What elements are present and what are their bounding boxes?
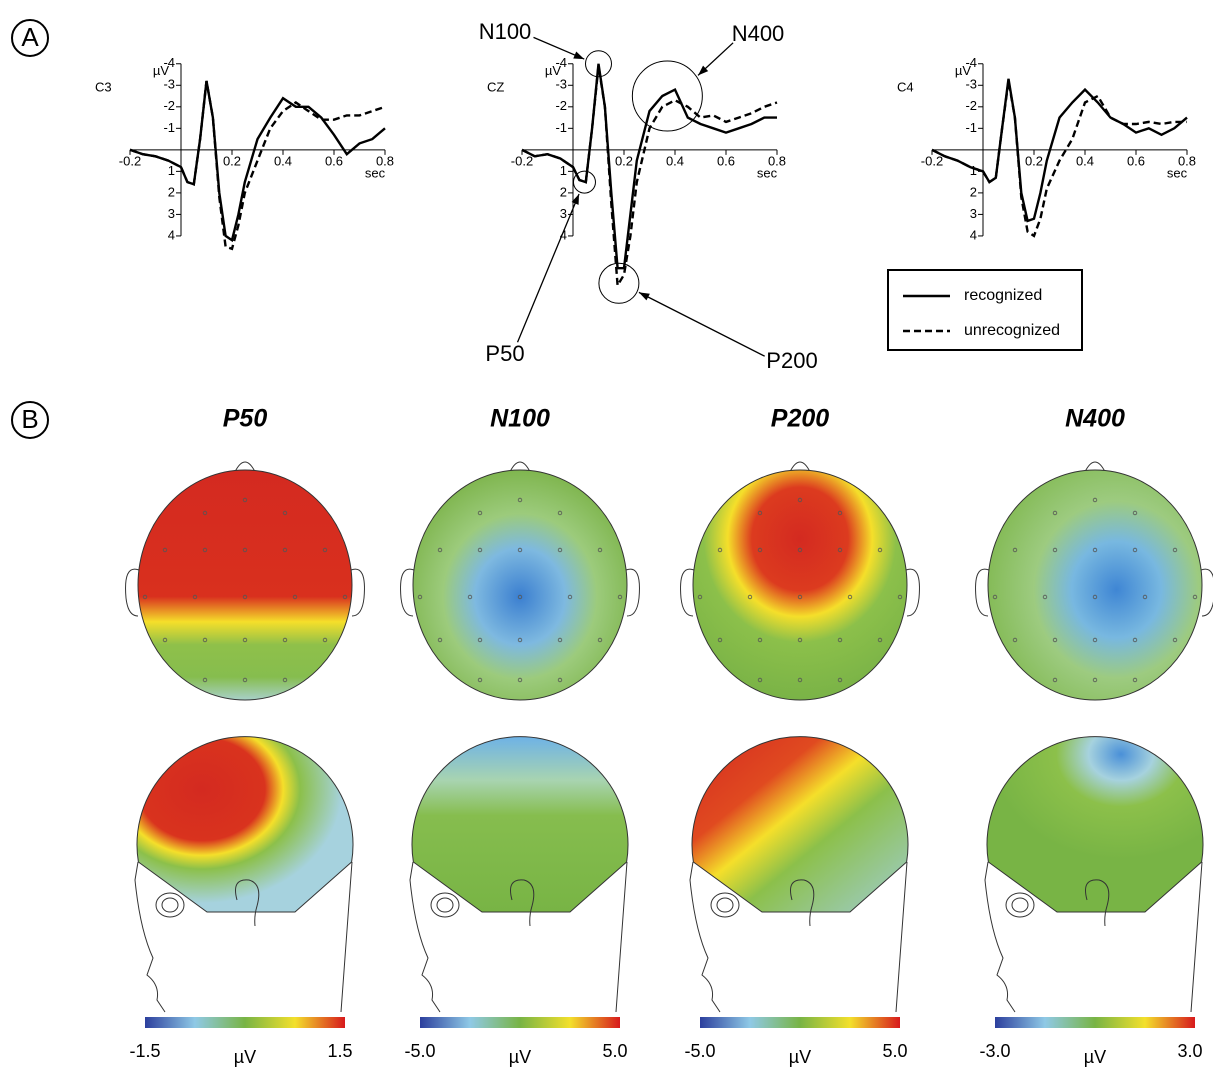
x-tick-label: -0.2 <box>921 153 943 168</box>
colorbar-max: 5.0 <box>882 1041 907 1061</box>
y-tick-label: -1 <box>965 120 977 135</box>
figure: A B -4-3-2-11234-0.20.20.40.60.8µVsecC3r… <box>0 0 1213 1070</box>
x-axis-label: sec <box>1167 165 1188 180</box>
eye <box>156 893 184 917</box>
y-tick-label: -2 <box>163 98 175 113</box>
x-tick-label: 0.6 <box>325 153 343 168</box>
channel-label: C3 <box>95 79 112 94</box>
arrow-head <box>639 292 650 300</box>
x-tick-label: 0.6 <box>717 153 735 168</box>
annotation-arrow <box>639 292 765 356</box>
y-tick-label: 4 <box>970 227 977 242</box>
scalp-map-side <box>137 737 353 912</box>
colorbar-unit: µV <box>789 1047 811 1067</box>
y-tick-label: 1 <box>970 163 977 178</box>
y-tick-label: -2 <box>555 98 567 113</box>
scalp-map-side <box>692 737 908 912</box>
ear <box>351 569 364 616</box>
y-tick-label: -2 <box>965 98 977 113</box>
scalp-map-side <box>987 737 1203 912</box>
y-tick-label: 3 <box>970 206 977 221</box>
legend-label: unrecognized <box>964 322 1060 339</box>
colorbar <box>420 1017 620 1028</box>
ear <box>976 569 989 616</box>
ear <box>401 569 414 616</box>
scalp-map-top <box>693 470 907 700</box>
panel-label: B <box>21 404 38 434</box>
y-tick-label: 2 <box>970 184 977 199</box>
y-axis-label: µV <box>153 63 169 78</box>
annotation-label: N100 <box>479 19 532 44</box>
scalp-map-top <box>988 470 1202 700</box>
x-tick-label: 0.4 <box>274 153 292 168</box>
scalp-map-top <box>138 470 352 700</box>
x-tick-label: -0.2 <box>511 153 533 168</box>
ear <box>906 569 919 616</box>
y-tick-label: -3 <box>163 77 175 92</box>
annotation-label: P200 <box>766 348 817 373</box>
map-title: N400 <box>1065 405 1125 433</box>
colorbar-min: -5.0 <box>404 1041 435 1061</box>
scalp-map-side <box>412 737 628 912</box>
page: A B -4-3-2-11234-0.20.20.40.60.8µVsecC3r… <box>0 0 1213 1070</box>
colorbar-unit: µV <box>509 1047 531 1067</box>
annotation-circle <box>632 61 702 131</box>
eye <box>1006 893 1034 917</box>
ear <box>681 569 694 616</box>
annotation-label: N400 <box>732 21 785 46</box>
colorbar <box>700 1017 900 1028</box>
x-tick-label: 0.2 <box>615 153 633 168</box>
y-axis-label: µV <box>955 63 971 78</box>
x-tick-label: 0.6 <box>1127 153 1145 168</box>
x-tick-label: -0.2 <box>119 153 141 168</box>
arrow-head <box>573 52 584 60</box>
y-axis-label: µV <box>545 63 561 78</box>
colorbar-min: -3.0 <box>979 1041 1010 1061</box>
channel-label: CZ <box>487 79 504 94</box>
x-tick-label: 0.2 <box>223 153 241 168</box>
eye <box>431 893 459 917</box>
y-tick-label: 3 <box>168 206 175 221</box>
y-tick-label: -1 <box>555 120 567 135</box>
y-tick-label: 4 <box>168 227 175 242</box>
x-axis-label: sec <box>757 165 778 180</box>
x-tick-label: 0.4 <box>1076 153 1094 168</box>
scalp-map-top <box>413 470 627 700</box>
y-tick-label: 1 <box>560 163 567 178</box>
ear <box>1201 569 1213 616</box>
eye <box>711 893 739 917</box>
y-tick-label: 2 <box>168 184 175 199</box>
y-tick-label: -3 <box>965 77 977 92</box>
colorbar <box>145 1017 345 1028</box>
colorbar-max: 5.0 <box>602 1041 627 1061</box>
colorbar-max: 3.0 <box>1177 1041 1202 1061</box>
colorbar-min: -1.5 <box>129 1041 160 1061</box>
channel-label: C4 <box>897 79 914 94</box>
map-title: P200 <box>771 405 829 433</box>
y-tick-label: 1 <box>168 163 175 178</box>
legend-label: recognized <box>964 287 1042 304</box>
colorbar-max: 1.5 <box>327 1041 352 1061</box>
x-tick-label: 0.2 <box>1025 153 1043 168</box>
x-tick-label: 0.4 <box>666 153 684 168</box>
ear <box>626 569 639 616</box>
y-tick-label: -3 <box>555 77 567 92</box>
colorbar-min: -5.0 <box>684 1041 715 1061</box>
colorbar-unit: µV <box>234 1047 256 1067</box>
ear <box>126 569 139 616</box>
y-tick-label: 3 <box>560 206 567 221</box>
y-tick-label: -1 <box>163 120 175 135</box>
x-axis-label: sec <box>365 165 386 180</box>
annotation-arrow <box>518 194 580 342</box>
panel-label: A <box>21 22 39 52</box>
y-tick-label: 2 <box>560 184 567 199</box>
colorbar <box>995 1017 1195 1028</box>
y-tick-label: 4 <box>560 227 567 242</box>
map-title: N100 <box>490 405 550 433</box>
map-title: P50 <box>223 405 268 433</box>
colorbar-unit: µV <box>1084 1047 1106 1067</box>
annotation-label: P50 <box>485 341 524 366</box>
